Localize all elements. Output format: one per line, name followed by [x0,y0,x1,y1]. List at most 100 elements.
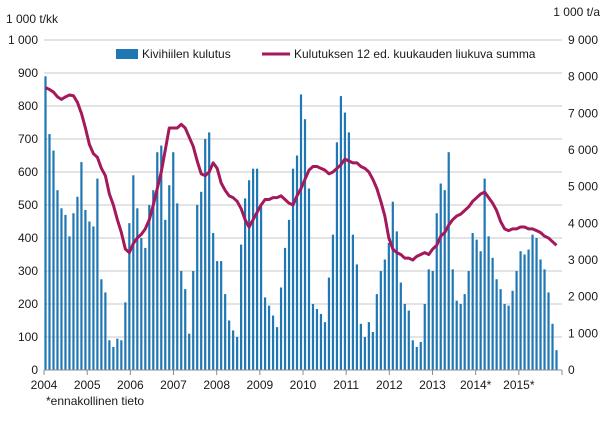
bar [539,259,542,370]
bar [447,152,450,370]
bar [252,168,255,370]
x-tick-label: 2004 [31,378,58,392]
bar [100,279,103,370]
bar [48,134,51,370]
bar [395,231,398,370]
bar [299,94,303,370]
bar [88,221,91,370]
x-tick-label: 2005 [74,378,101,392]
bar [391,201,394,370]
bar [431,271,434,370]
bar [423,304,426,370]
bar [168,185,171,370]
left-axis-unit: 1 000 t/kk [6,12,59,26]
bar [463,294,466,370]
bar [76,196,79,370]
left-tick-label: 300 [18,264,38,278]
bar [331,234,335,370]
left-tick-label: 0 [31,363,38,377]
right-tick-label: 5 000 [568,180,598,194]
bar [263,297,267,370]
legend-line-label: Kulutuksen 12 ed. kuukauden liukuva summ… [294,47,536,61]
bar [519,251,522,370]
bar [220,261,223,370]
x-tick-label: 2015* [503,378,535,392]
bar [236,337,239,370]
bar [140,238,143,370]
bar [339,96,343,370]
bar [116,338,119,370]
bar [371,332,374,370]
bar [60,208,63,370]
left-tick-label: 100 [18,330,38,344]
bar [355,264,358,370]
bar [228,320,231,370]
bar [120,340,123,370]
bar [527,249,530,370]
bar [196,205,199,370]
right-tick-label: 7 000 [568,106,598,120]
bar [180,271,183,370]
bar [323,322,327,370]
bar [555,350,558,370]
bar [275,327,279,370]
bar [232,330,235,370]
bar [335,142,339,370]
right-tick-label: 4 000 [568,216,598,230]
bar [343,112,347,370]
bar [479,251,482,370]
bar [515,271,518,370]
axes: 0 100 200 300 400 500 600 700 800 900 1 000 0 1 000 2… [8,33,598,392]
bar [248,180,251,370]
bar [303,119,307,370]
left-tick-label: 1 000 [8,33,38,47]
bar [487,236,490,370]
bar [148,205,151,370]
bar [164,219,167,370]
bar [128,223,131,370]
bar [156,152,159,370]
right-tick-label: 3 000 [568,253,598,267]
left-tick-label: 200 [18,297,38,311]
right-tick-label: 0 [568,363,575,377]
bar [399,282,402,370]
bar [56,190,59,370]
x-tick-label: 2009 [246,378,273,392]
right-tick-label: 1 000 [568,326,598,340]
bar [172,152,175,370]
bar [176,203,179,370]
left-tick-label: 500 [18,198,38,212]
bar [495,279,498,370]
bar [216,261,219,370]
bars [44,76,558,371]
bar [80,162,83,370]
bar [367,322,370,370]
bar [475,239,478,370]
bar [467,271,470,370]
bar [403,304,406,370]
bar [311,304,315,370]
bar [208,132,211,370]
right-tick-label: 6 000 [568,143,598,157]
bar [375,294,378,370]
bar [455,300,458,370]
bar [200,191,203,370]
legend: Kivihiilen kulutus Kulutuksen 12 ed. kuu… [116,47,536,61]
footnote: *ennakollinen tieto [46,394,144,408]
bar [383,259,386,370]
x-tick-label: 2012 [376,378,403,392]
bar [68,236,71,370]
bar [543,269,546,370]
bar [507,305,510,370]
left-tick-label: 900 [18,66,38,80]
bar [259,205,263,370]
bar [108,340,111,370]
bar [160,145,163,370]
bar [104,292,107,370]
bar [287,219,291,370]
left-tick-label: 800 [18,99,38,113]
legend-bar-label: Kivihiilen kulutus [142,47,231,61]
bar [387,242,390,370]
